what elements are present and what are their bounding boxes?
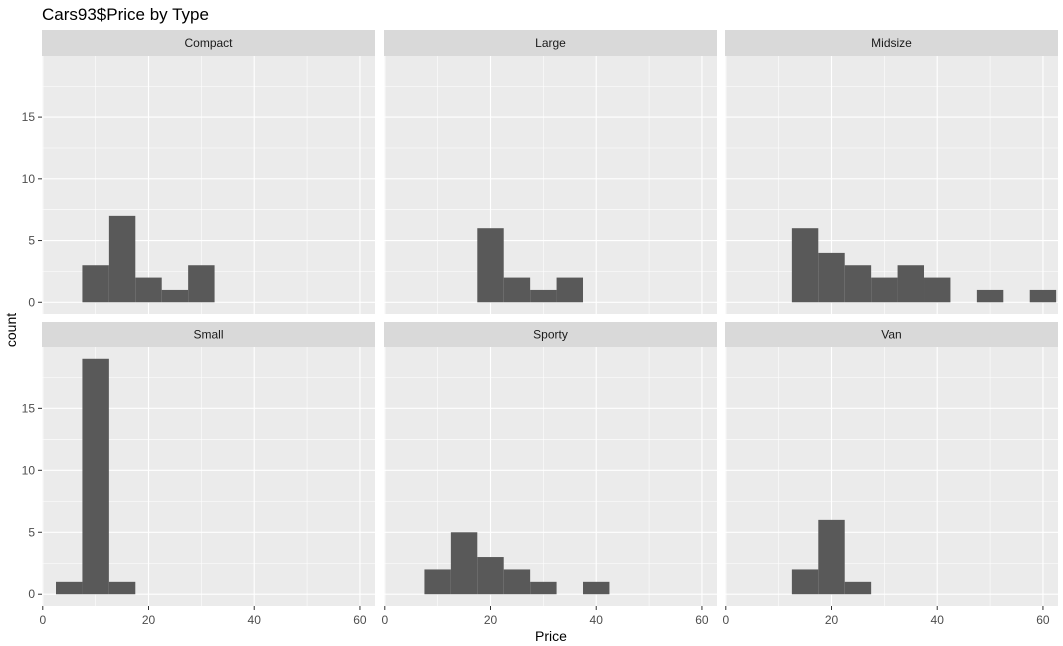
facet-strip-label: Small — [193, 328, 223, 342]
histogram-bar — [530, 581, 557, 595]
facet-strip-label: Large — [535, 36, 566, 50]
histogram-bar — [108, 581, 136, 595]
x-tick-label: 40 — [931, 613, 945, 627]
histogram-bar — [897, 265, 925, 303]
x-tick-label: 60 — [353, 613, 367, 627]
histogram-bar — [871, 277, 898, 303]
panel-background — [725, 56, 1058, 314]
histogram-bar — [503, 277, 531, 303]
facet-strip — [725, 30, 1058, 56]
facet-strip — [725, 322, 1058, 347]
facet-strip — [384, 322, 717, 347]
x-axis-title: Price — [535, 628, 567, 644]
facet-strip — [42, 322, 375, 347]
histogram-bar — [583, 581, 610, 595]
histogram-bar — [82, 358, 109, 595]
panel-background — [384, 347, 717, 606]
histogram-bar — [108, 215, 136, 303]
histogram-bar — [503, 569, 531, 595]
histogram-bar — [844, 581, 872, 595]
y-tick-label: 0 — [28, 295, 35, 309]
y-tick-label: 0 — [28, 587, 35, 601]
x-tick-label: 20 — [825, 613, 839, 627]
facet-strip-label: Van — [881, 328, 901, 342]
x-tick-label: 20 — [142, 613, 156, 627]
y-tick-label: 10 — [22, 463, 36, 477]
x-tick-label: 40 — [590, 613, 604, 627]
facet-strip-label: Sporty — [533, 328, 568, 342]
histogram-bar — [530, 289, 557, 303]
histogram-bar — [56, 581, 83, 595]
y-tick-label: 5 — [28, 525, 35, 539]
x-tick-label: 0 — [39, 613, 46, 627]
histogram-bar — [556, 277, 584, 303]
facet-strip-label: Compact — [184, 36, 233, 50]
y-tick-label: 15 — [22, 110, 36, 124]
facet-strip-label: Midsize — [871, 36, 912, 50]
histogram-bar — [976, 289, 1004, 303]
histogram-bar — [1029, 289, 1057, 303]
histogram-bar — [477, 228, 504, 303]
y-tick-label: 5 — [28, 234, 35, 248]
x-tick-label: 0 — [381, 613, 388, 627]
y-tick-label: 15 — [22, 401, 36, 415]
histogram-bar — [424, 569, 451, 595]
facet-strip — [42, 30, 375, 56]
panel-background — [384, 56, 717, 314]
facet-strip — [384, 30, 717, 56]
histogram-bar — [188, 265, 215, 303]
chart-title: Cars93$Price by Type — [42, 5, 209, 24]
histogram-bar — [135, 277, 162, 303]
x-tick-label: 20 — [484, 613, 498, 627]
histogram-bar — [818, 252, 845, 303]
histogram-bar — [161, 289, 189, 303]
x-tick-label: 60 — [1036, 613, 1050, 627]
histogram-bar — [924, 277, 951, 303]
histogram-bar — [791, 228, 819, 303]
y-tick-label: 10 — [22, 172, 36, 186]
histogram-bar — [791, 569, 819, 595]
histogram-bar — [844, 265, 872, 303]
panel-background — [725, 347, 1058, 606]
x-tick-label: 0 — [722, 613, 729, 627]
x-tick-label: 40 — [248, 613, 262, 627]
histogram-bar — [818, 519, 845, 595]
histogram-bar — [450, 532, 478, 595]
histogram-bar — [82, 265, 109, 303]
x-tick-label: 60 — [695, 613, 709, 627]
y-axis-title: count — [3, 313, 19, 347]
histogram-bar — [477, 557, 504, 595]
